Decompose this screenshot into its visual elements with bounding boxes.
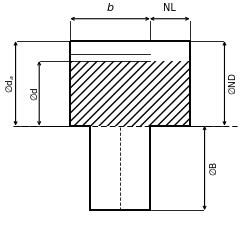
Bar xyxy=(90,126,150,210)
Bar xyxy=(70,41,150,126)
Text: $\emptyset$d: $\emptyset$d xyxy=(29,86,40,101)
Bar xyxy=(70,61,150,126)
Bar xyxy=(150,41,190,126)
Text: $\emptyset$ND: $\emptyset$ND xyxy=(228,72,238,95)
Text: $\emptyset$d$_a$: $\emptyset$d$_a$ xyxy=(4,74,17,93)
Text: NL: NL xyxy=(163,2,176,12)
Text: $\emptyset$B: $\emptyset$B xyxy=(208,160,218,176)
Text: b: b xyxy=(106,2,114,12)
Bar xyxy=(150,61,190,126)
